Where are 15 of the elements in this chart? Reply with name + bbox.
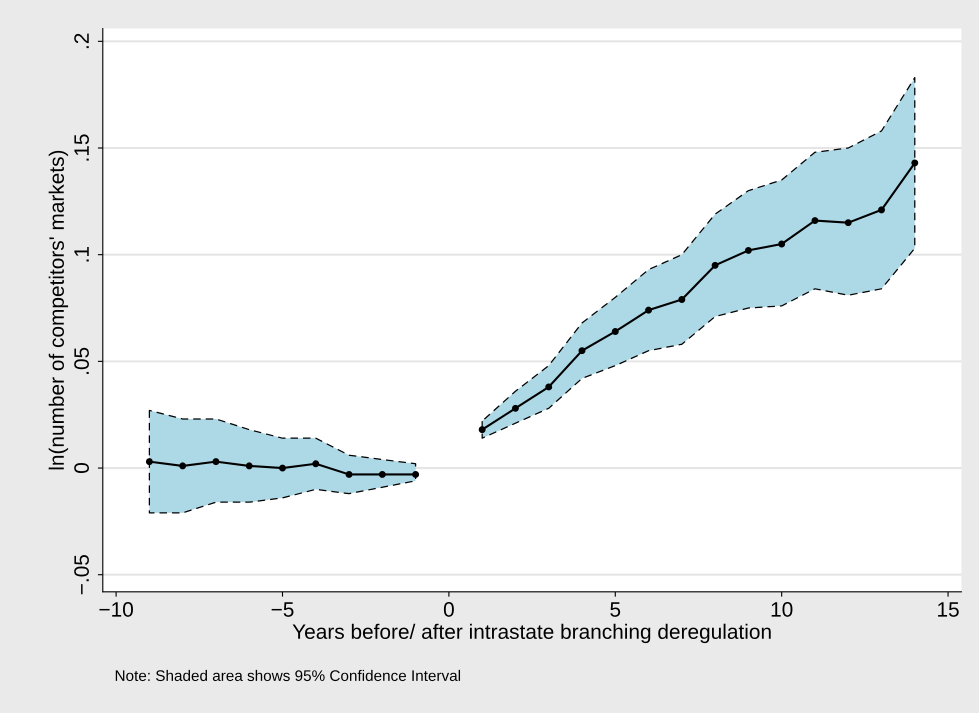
y-tick-label: 0 [74,463,89,474]
y-tick-label: .15 [74,134,89,161]
x-tick-label: −10 [99,602,133,617]
y-axis-title: ln(number of competitors' markets) [48,150,68,470]
x-tick-label: 5 [610,602,620,617]
y-tick-label: .1 [74,247,89,262]
x-axis-title: Years before/ after intrastate branching deregulation [292,624,771,644]
y-tick-label: .2 [74,34,89,48]
y-tick-label: .05 [74,348,89,374]
x-tick-label: 15 [938,602,959,617]
text: Note: Shaded area shows 95% Confidence Interval [116,670,460,682]
x-tick-label: 0 [444,602,454,617]
x-tick-label: 10 [772,602,792,617]
y-tick-label: −.05 [74,555,89,594]
x-tick-label: −5 [272,602,294,617]
